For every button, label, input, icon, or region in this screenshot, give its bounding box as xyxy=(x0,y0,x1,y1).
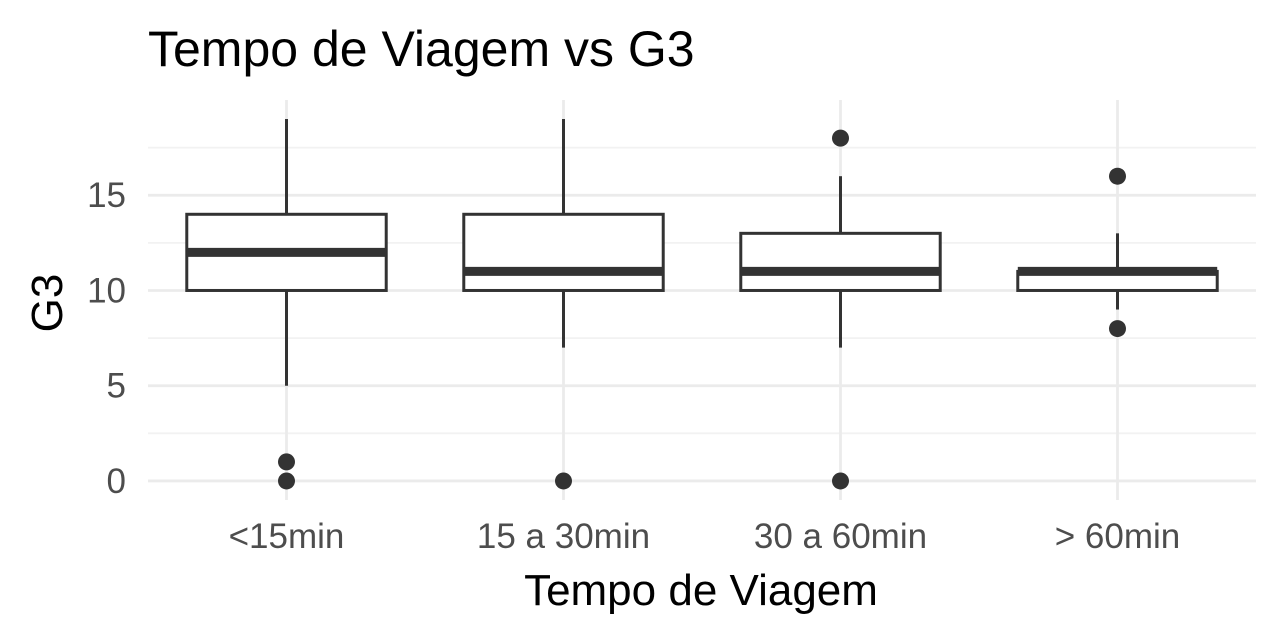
x-tick-label: > 60min xyxy=(1055,517,1181,556)
grid xyxy=(148,100,1256,500)
x-tick-label: <15min xyxy=(229,517,345,556)
box-group xyxy=(1016,167,1219,338)
y-tick-label: 10 xyxy=(87,271,126,310)
outlier-point xyxy=(278,453,295,471)
box-group xyxy=(462,119,665,490)
y-tick-label: 0 xyxy=(107,462,126,501)
y-axis-ticks: 0 5 10 15 xyxy=(87,176,126,501)
box-group xyxy=(739,129,942,490)
y-tick-label: 15 xyxy=(87,176,126,215)
x-tick-label: 30 a 60min xyxy=(754,517,927,556)
outlier-point xyxy=(1109,320,1126,338)
boxes xyxy=(185,119,1219,490)
outlier-point xyxy=(1109,167,1126,185)
x-tick-label: 15 a 30min xyxy=(477,517,650,556)
iqr-box xyxy=(462,212,665,292)
x-axis-ticks: <15min 15 a 30min 30 a 60min > 60min xyxy=(229,517,1181,556)
outlier-point xyxy=(832,472,849,490)
chart-title: Tempo de Viagem vs G3 xyxy=(148,21,695,77)
box-group xyxy=(185,119,388,490)
y-axis-title: G3 xyxy=(23,274,72,333)
outlier-point xyxy=(278,472,295,490)
iqr-box xyxy=(739,231,942,292)
outlier-point xyxy=(832,129,849,147)
y-tick-label: 5 xyxy=(107,367,126,406)
outlier-point xyxy=(555,472,572,490)
x-axis-title: Tempo de Viagem xyxy=(524,566,878,615)
